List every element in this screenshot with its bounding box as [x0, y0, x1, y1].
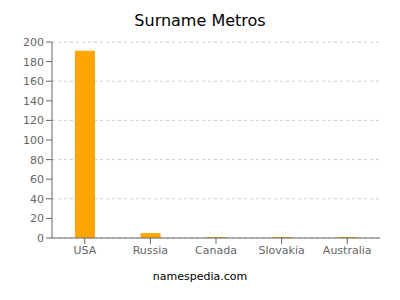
svg-text:140: 140: [23, 95, 44, 108]
svg-text:Australia: Australia: [323, 244, 372, 257]
svg-text:180: 180: [23, 56, 44, 69]
svg-text:40: 40: [30, 193, 44, 206]
html-text:namespedia.com: namespedia.com: [152, 270, 248, 283]
svg-text:Russia: Russia: [133, 244, 168, 257]
svg-text:100: 100: [23, 134, 44, 147]
svg-text:60: 60: [30, 173, 44, 186]
svg-text:160: 160: [23, 75, 44, 88]
svg-text:0: 0: [37, 232, 44, 245]
svg-text:Canada: Canada: [195, 244, 237, 257]
svg-text:200: 200: [23, 36, 44, 49]
svg-text:USA: USA: [73, 244, 96, 257]
svg-text:80: 80: [30, 154, 44, 167]
html-text:Surname Metros: Surname Metros: [134, 11, 266, 30]
svg-text:120: 120: [23, 114, 44, 127]
svg-text:20: 20: [30, 212, 44, 225]
svg-text:Slovakia: Slovakia: [259, 244, 305, 257]
